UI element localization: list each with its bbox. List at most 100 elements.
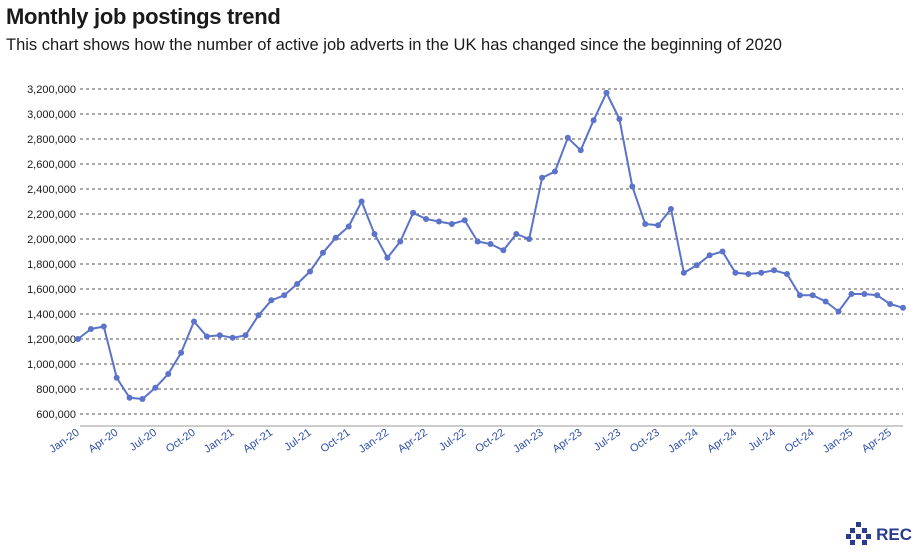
data-point: [255, 312, 262, 319]
data-point: [771, 267, 778, 274]
x-tick-label: Apr-23: [551, 427, 585, 456]
data-point: [874, 292, 881, 299]
data-point: [693, 262, 700, 269]
data-point: [551, 168, 558, 175]
x-tick-label: Jan-21: [202, 427, 236, 456]
y-tick-label: 1,400,000: [27, 309, 76, 321]
x-tick-label: Jan-22: [357, 427, 391, 456]
rec-logo-icon: [846, 522, 872, 545]
data-point: [500, 247, 507, 254]
data-point: [152, 384, 159, 391]
data-point: [397, 238, 404, 245]
y-tick-label: 1,600,000: [27, 284, 76, 296]
data-point: [87, 326, 94, 332]
data-point: [745, 271, 752, 277]
data-point: [680, 269, 687, 276]
data-point: [242, 332, 249, 339]
x-axis-ticks: Jan-20 Apr-20 Jul-20 Oct-20 Jan-21 Apr-21 Jul-…: [47, 427, 894, 456]
data-point: [590, 117, 597, 124]
data-point: [139, 396, 146, 402]
data-point: [577, 147, 584, 154]
data-point: [229, 334, 236, 341]
data-point: [332, 234, 339, 241]
data-point: [629, 183, 636, 190]
data-point: [319, 249, 326, 256]
data-point: [706, 252, 713, 259]
data-point: [423, 216, 430, 222]
data-point: [203, 333, 210, 340]
data-point: [178, 349, 185, 356]
y-tick-label: 2,400,000: [27, 184, 76, 196]
data-point: [809, 292, 816, 299]
data-point: [474, 238, 481, 245]
y-tick-label: 3,000,000: [27, 109, 76, 121]
data-point: [603, 89, 610, 96]
data-point: [655, 222, 662, 229]
data-point: [410, 209, 417, 216]
data-point: [667, 206, 674, 212]
y-tick-label: 3,200,000: [27, 84, 76, 96]
y-axis-ticks: 3,200,000 3,000,000 2,800,000 2,600,000 2,40…: [27, 84, 76, 421]
series-points: [75, 89, 906, 402]
y-tick-label: 2,600,000: [27, 159, 76, 171]
data-point: [783, 271, 790, 277]
data-point: [564, 134, 571, 141]
chart-title: Monthly job postings trend: [6, 4, 281, 29]
x-tick-label: Oct-24: [783, 427, 817, 456]
data-point: [900, 304, 906, 311]
x-tick-label: Oct-21: [318, 427, 352, 456]
brand-name: REC: [876, 525, 912, 544]
data-point: [642, 221, 649, 227]
x-tick-label: Oct-23: [628, 427, 662, 456]
x-tick-label: Oct-22: [473, 427, 507, 456]
x-tick-label: Jul-22: [437, 427, 468, 454]
data-point: [758, 269, 765, 276]
data-point: [616, 116, 623, 122]
data-point: [822, 298, 829, 305]
x-tick-label: Jan-24: [666, 427, 700, 456]
y-tick-label: 2,000,000: [27, 234, 76, 246]
data-point: [861, 291, 868, 297]
y-tick-label: 1,000,000: [27, 359, 76, 371]
x-tick-label: Jul-24: [746, 427, 777, 454]
data-point: [75, 336, 81, 342]
y-tick-label: 1,200,000: [27, 334, 76, 346]
data-point: [796, 292, 803, 299]
y-tick-label: 2,800,000: [27, 134, 76, 146]
y-tick-label: 1,800,000: [27, 259, 76, 271]
data-point: [487, 241, 494, 247]
x-tick-label: Apr-24: [705, 427, 739, 456]
x-tick-label: Jul-20: [128, 427, 159, 454]
y-tick-label: 800,000: [36, 384, 76, 396]
data-point: [113, 374, 120, 381]
data-point: [732, 269, 739, 276]
data-point: [345, 223, 352, 230]
data-point: [216, 332, 223, 339]
x-tick-label: Jan-25: [821, 427, 855, 456]
y-tick-label: 2,200,000: [27, 209, 76, 221]
data-point: [281, 292, 288, 299]
brand-logo: REC: [846, 522, 912, 548]
x-tick-label: Jul-23: [592, 427, 623, 454]
data-point: [191, 318, 198, 325]
x-tick-label: Apr-20: [86, 427, 120, 456]
data-point: [100, 323, 107, 330]
data-point: [268, 297, 275, 304]
data-point: [526, 236, 533, 242]
x-tick-label: Apr-21: [241, 427, 275, 456]
data-point: [848, 291, 855, 297]
data-point: [448, 221, 455, 227]
data-point: [435, 218, 442, 225]
x-tick-label: Jan-23: [511, 427, 545, 456]
x-tick-label: Apr-22: [396, 427, 430, 456]
x-tick-label: Jul-21: [282, 427, 313, 454]
chart-subtitle: This chart shows how the number of activ…: [6, 36, 782, 54]
data-point: [371, 231, 378, 237]
x-tick-label: Jan-20: [47, 427, 81, 456]
x-tick-label: Apr-25: [860, 427, 894, 456]
y-tick-label: 600,000: [36, 409, 76, 421]
x-tick-label: Oct-20: [164, 427, 198, 456]
data-point: [461, 217, 468, 224]
data-point: [384, 254, 391, 261]
